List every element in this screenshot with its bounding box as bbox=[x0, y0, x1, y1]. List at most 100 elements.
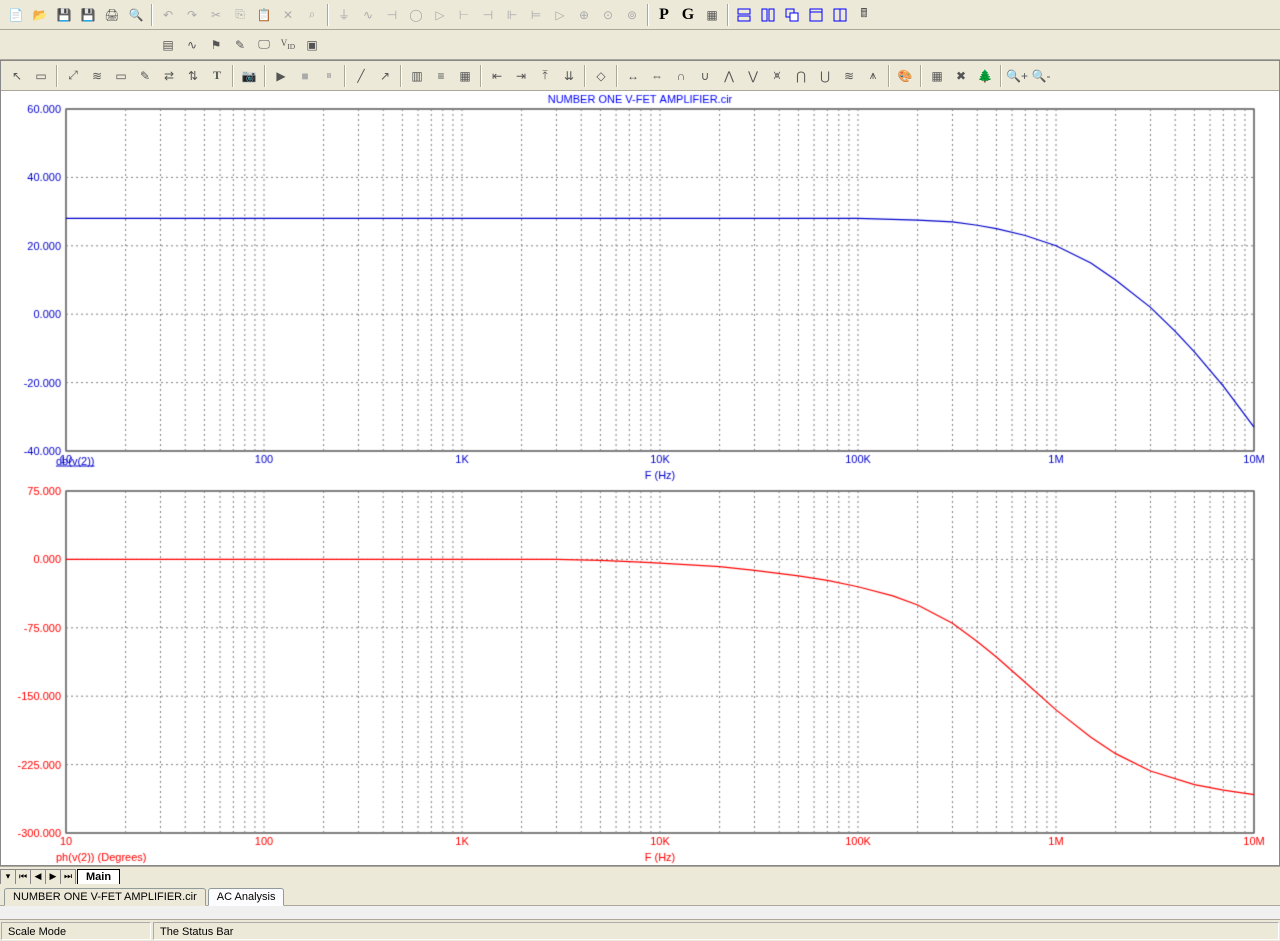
w11-icon[interactable]: ⩚ bbox=[862, 65, 884, 87]
g-button[interactable]: G bbox=[677, 4, 699, 26]
status-mode: Scale Mode bbox=[1, 922, 151, 940]
save-icon[interactable]: 💾 bbox=[53, 4, 75, 26]
grid2-icon[interactable]: ≡ bbox=[430, 65, 452, 87]
preview-icon[interactable]: 🔍 bbox=[125, 4, 147, 26]
comp-ground-icon[interactable]: ⏚ bbox=[333, 4, 355, 26]
palette-icon[interactable]: 🎨 bbox=[894, 65, 916, 87]
plot-canvas[interactable] bbox=[1, 61, 1279, 865]
pause-icon[interactable]: ⏸ bbox=[318, 65, 340, 87]
comp-resistor-icon[interactable]: ∿ bbox=[357, 4, 379, 26]
comp-pmosfet-icon[interactable]: ⊨ bbox=[525, 4, 547, 26]
redo-icon[interactable]: ↷ bbox=[181, 4, 203, 26]
cursor4-icon[interactable]: ⇊ bbox=[558, 65, 580, 87]
marker-icon[interactable]: ◇ bbox=[590, 65, 612, 87]
comp-vsource-icon[interactable]: ⊙ bbox=[597, 4, 619, 26]
status-text: The Status Bar bbox=[153, 922, 1279, 940]
waveform-icon[interactable]: ∿ bbox=[181, 34, 203, 56]
scale-icon[interactable]: ⤢ bbox=[62, 65, 84, 87]
w2-icon[interactable]: ⇔ bbox=[646, 65, 668, 87]
table-icon[interactable]: ▦ bbox=[926, 65, 948, 87]
comp-nmosfet-icon[interactable]: ⊩ bbox=[501, 4, 523, 26]
sheet-tabs: ▾ ⏮ ◀ ▶ ⏭ Main bbox=[0, 866, 1280, 886]
undo-icon[interactable]: ↶ bbox=[157, 4, 179, 26]
cursor1-icon[interactable]: ⇤ bbox=[486, 65, 508, 87]
cursor3-icon[interactable]: ⤒ bbox=[534, 65, 556, 87]
comp-pnp-icon[interactable]: ⊣ bbox=[477, 4, 499, 26]
w9-icon[interactable]: ⋃ bbox=[814, 65, 836, 87]
comp-npn-icon[interactable]: ⊢ bbox=[453, 4, 475, 26]
split-icon[interactable] bbox=[829, 4, 851, 26]
status-bar: Scale Mode The Status Bar bbox=[0, 919, 1280, 941]
nav-next-icon[interactable]: ▶ bbox=[45, 869, 61, 885]
zoom-in-icon[interactable]: 🔍+ bbox=[1006, 65, 1028, 87]
run-icon[interactable]: ▶ bbox=[270, 65, 292, 87]
properties-icon[interactable]: ▤ bbox=[157, 34, 179, 56]
wb-tab-analysis[interactable]: AC Analysis bbox=[208, 888, 285, 906]
flag-icon[interactable]: ⚑ bbox=[205, 34, 227, 56]
nav-last-icon[interactable]: ⏭ bbox=[60, 869, 76, 885]
cascade-icon[interactable] bbox=[781, 4, 803, 26]
wb-tab-circuit[interactable]: NUMBER ONE V-FET AMPLIFIER.cir bbox=[4, 888, 206, 906]
monitor-icon[interactable]: 🖵 bbox=[253, 34, 275, 56]
w3-icon[interactable]: ∩ bbox=[670, 65, 692, 87]
nav-prev-icon[interactable]: ◀ bbox=[30, 869, 46, 885]
cut-icon[interactable]: ✂ bbox=[205, 4, 227, 26]
nav-close-icon[interactable]: ▾ bbox=[0, 869, 16, 885]
comp-diode-icon[interactable]: ▷ bbox=[429, 4, 451, 26]
camera-icon[interactable]: 📷 bbox=[238, 65, 260, 87]
tb-tree-icon[interactable]: 🌲 bbox=[974, 65, 996, 87]
tb-x-icon[interactable]: ✖ bbox=[950, 65, 972, 87]
print-icon[interactable]: 🖨 bbox=[101, 4, 123, 26]
w7-icon[interactable]: ⩙ bbox=[766, 65, 788, 87]
note-icon[interactable]: ✎ bbox=[134, 65, 156, 87]
comp-cap-icon[interactable]: ⊣ bbox=[381, 4, 403, 26]
vid-icon[interactable]: VID bbox=[277, 34, 299, 56]
find-icon[interactable]: ⌕ bbox=[301, 4, 323, 26]
nav-first-icon[interactable]: ⏮ bbox=[15, 869, 31, 885]
tool1-icon[interactable]: ⇄ bbox=[158, 65, 180, 87]
w4-icon[interactable]: ∪ bbox=[694, 65, 716, 87]
grid-icon[interactable]: ▦ bbox=[701, 4, 723, 26]
grid3-icon[interactable]: ▦ bbox=[454, 65, 476, 87]
pencil-icon[interactable]: ✎ bbox=[229, 34, 251, 56]
zoom-out-icon[interactable]: 🔍- bbox=[1030, 65, 1052, 87]
comp-isource-icon[interactable]: ⊚ bbox=[621, 4, 643, 26]
w1-icon[interactable]: ↔ bbox=[622, 65, 644, 87]
w6-icon[interactable]: ⋁ bbox=[742, 65, 764, 87]
comp-source-icon[interactable]: ⊕ bbox=[573, 4, 595, 26]
new-file-icon[interactable]: 📄 bbox=[5, 4, 27, 26]
toolbar-main: 📄 📂 💾 💾 🖨 🔍 ↶ ↷ ✂ ⎘ 📋 ✕ ⌕ ⏚ ∿ ⊣ ◯ ▷ ⊢ ⊣ … bbox=[0, 0, 1280, 30]
pointer-icon[interactable]: ↖ bbox=[6, 65, 28, 87]
grid1-icon[interactable]: ▥ bbox=[406, 65, 428, 87]
stop-icon[interactable]: ■ bbox=[294, 65, 316, 87]
toolbar-plot: ↖ ▭ ⤢ ≋ ▭ ✎ ⇄ ⇅ T 📷 ▶ ■ ⏸ ╱ ↗ ▥ ≡ ▦ ⇤ ⇥ … bbox=[1, 61, 1279, 91]
calc-icon[interactable]: 🖩 bbox=[853, 4, 875, 26]
p-button[interactable]: P bbox=[653, 4, 675, 26]
plot-area: ↖ ▭ ⤢ ≋ ▭ ✎ ⇄ ⇅ T 📷 ▶ ■ ⏸ ╱ ↗ ▥ ≡ ▦ ⇤ ⇥ … bbox=[0, 60, 1280, 866]
tool2-icon[interactable]: ⇅ bbox=[182, 65, 204, 87]
rect-icon[interactable]: ▭ bbox=[110, 65, 132, 87]
tile-horz-icon[interactable] bbox=[733, 4, 755, 26]
comp-opamp-icon[interactable]: ▷ bbox=[549, 4, 571, 26]
w10-icon[interactable]: ≋ bbox=[838, 65, 860, 87]
copy-icon[interactable]: ⎘ bbox=[229, 4, 251, 26]
paste-icon[interactable]: 📋 bbox=[253, 4, 275, 26]
delete-icon[interactable]: ✕ bbox=[277, 4, 299, 26]
w8-icon[interactable]: ⋂ bbox=[790, 65, 812, 87]
line-icon[interactable]: ╱ bbox=[350, 65, 372, 87]
toolbar-secondary: ▤ ∿ ⚑ ✎ 🖵 VID ▣ bbox=[0, 30, 1280, 60]
scale2-icon[interactable]: ≋ bbox=[86, 65, 108, 87]
select-icon[interactable]: ▭ bbox=[30, 65, 52, 87]
w5-icon[interactable]: ⋀ bbox=[718, 65, 740, 87]
workbook-tabs: NUMBER ONE V-FET AMPLIFIER.cir AC Analys… bbox=[0, 884, 1280, 906]
save-all-icon[interactable]: 💾 bbox=[77, 4, 99, 26]
text-icon[interactable]: T bbox=[206, 65, 228, 87]
open-file-icon[interactable]: 📂 bbox=[29, 4, 51, 26]
chart-icon[interactable]: ▣ bbox=[301, 34, 323, 56]
cursor2-icon[interactable]: ⇥ bbox=[510, 65, 532, 87]
arrow-icon[interactable]: ↗ bbox=[374, 65, 396, 87]
sheet-tab-main[interactable]: Main bbox=[77, 869, 120, 884]
comp-ind-icon[interactable]: ◯ bbox=[405, 4, 427, 26]
window-icon[interactable] bbox=[805, 4, 827, 26]
tile-vert-icon[interactable] bbox=[757, 4, 779, 26]
